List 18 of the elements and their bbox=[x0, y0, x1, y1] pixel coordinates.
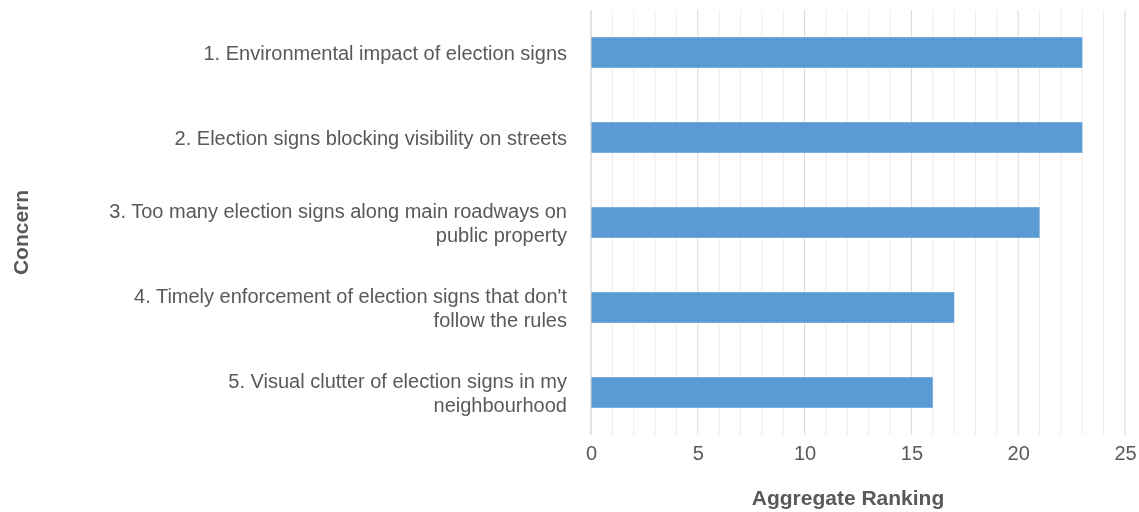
bar bbox=[591, 377, 933, 408]
x-tick-label: 10 bbox=[793, 442, 817, 464]
x-axis-title: Aggregate Ranking bbox=[751, 486, 945, 509]
y-tick-label: 2. Election signs blocking visibility on streets bbox=[174, 126, 567, 149]
y-axis-title: Concern bbox=[9, 189, 32, 276]
x-tick-label: 25 bbox=[1114, 442, 1137, 464]
y-tick-label: 1. Environmental impact of election signs bbox=[203, 41, 567, 64]
y-tick-label: 3. Too many election signs along main roadways on public property bbox=[109, 199, 567, 246]
bar bbox=[591, 207, 1040, 238]
x-tick-label: 0 bbox=[585, 442, 598, 464]
y-tick-label: 5. Visual clutter of election signs in my neighbourhood bbox=[228, 369, 567, 416]
x-tick-label: 5 bbox=[692, 442, 704, 464]
x-tick-label: 15 bbox=[900, 442, 924, 464]
bar bbox=[591, 37, 1083, 68]
x-tick-label: 20 bbox=[1007, 442, 1030, 464]
bar bbox=[591, 122, 1083, 153]
bar bbox=[591, 292, 955, 323]
y-tick-label: 4. Timely enforcement of election signs that don't follow the rules bbox=[134, 284, 568, 331]
